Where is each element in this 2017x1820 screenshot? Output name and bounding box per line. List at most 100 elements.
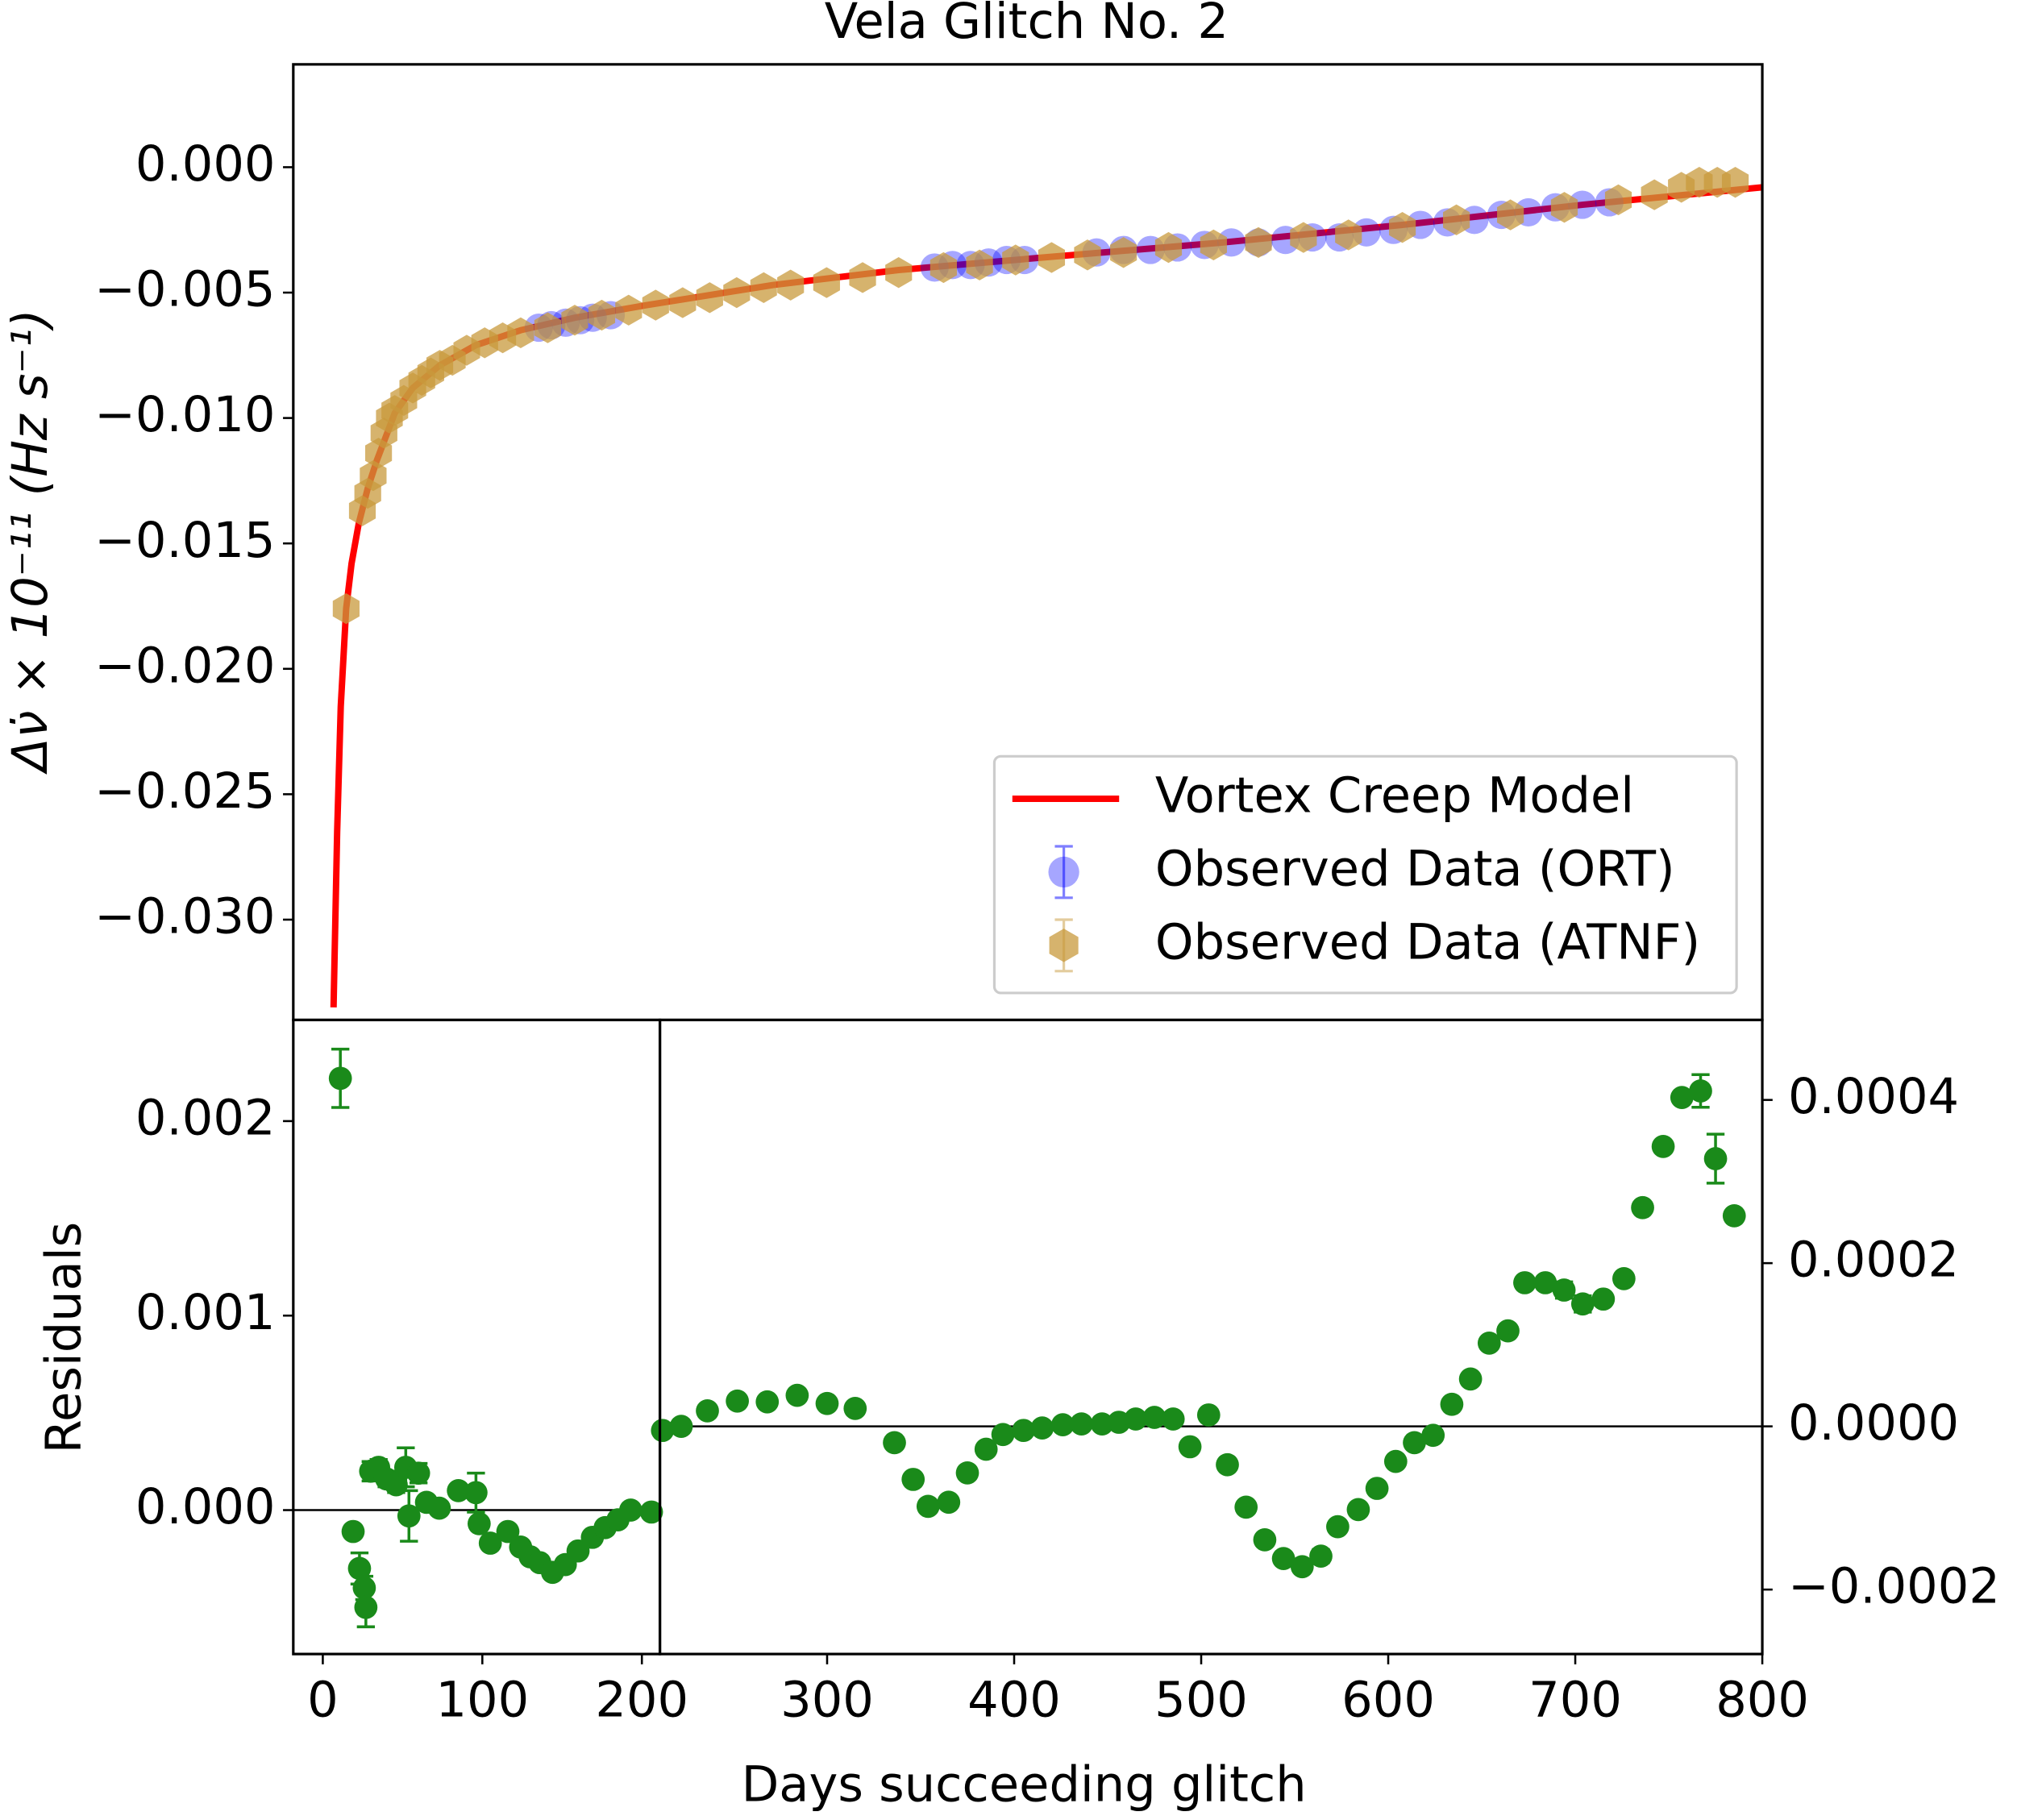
data-point xyxy=(1440,1392,1464,1416)
y2-tick-label: −0.0002 xyxy=(1788,1559,2000,1615)
data-point xyxy=(1196,1403,1221,1427)
data-point xyxy=(1513,1271,1537,1294)
data-point xyxy=(566,1539,590,1563)
data-point xyxy=(1124,1407,1148,1431)
data-point xyxy=(777,269,805,301)
data-point xyxy=(1550,192,1578,223)
data-point xyxy=(447,1479,470,1502)
y-axis-label: Residuals xyxy=(36,1222,93,1454)
data-point xyxy=(1722,1204,1746,1228)
data-point xyxy=(901,1468,925,1491)
data-point xyxy=(1570,1292,1595,1316)
data-point xyxy=(1200,229,1227,261)
data-point xyxy=(618,1498,643,1522)
data-point xyxy=(1612,1267,1636,1290)
legend-error-bar xyxy=(1054,845,1073,900)
data-point xyxy=(750,272,777,304)
data-point xyxy=(815,1391,839,1415)
axes-frame xyxy=(658,1018,1764,1656)
x-axis-label: Days succeeding glitch xyxy=(742,1757,1307,1814)
data-point xyxy=(354,1595,378,1619)
data-point xyxy=(1421,1423,1445,1448)
data-point xyxy=(464,1481,488,1505)
data-point xyxy=(615,294,643,326)
data-point xyxy=(966,249,993,280)
data-point xyxy=(1253,1527,1277,1552)
y-tick-label: −0.030 xyxy=(94,889,275,945)
data-point xyxy=(1641,179,1668,210)
data-point xyxy=(1002,244,1029,276)
data-point xyxy=(1038,242,1066,273)
legend-swatch xyxy=(1049,929,1079,962)
data-point xyxy=(696,282,723,314)
x-tick-label: 600 xyxy=(1341,1672,1435,1728)
data-point xyxy=(1090,1412,1114,1436)
data-point xyxy=(974,1437,998,1461)
data-point xyxy=(669,287,697,318)
data-point xyxy=(496,1519,520,1544)
data-point xyxy=(1651,1134,1675,1158)
data-point xyxy=(347,1556,372,1581)
data-point xyxy=(534,312,562,343)
axes-frame xyxy=(292,1018,662,1656)
data-point xyxy=(955,1461,979,1485)
data-point xyxy=(1496,1319,1520,1343)
data-point xyxy=(1290,222,1317,253)
data-point xyxy=(642,289,669,321)
data-point xyxy=(849,262,876,293)
data-point xyxy=(332,592,360,625)
data-point xyxy=(1477,1331,1501,1355)
data-point xyxy=(916,1494,940,1519)
y2-tick-label: 0.0004 xyxy=(1788,1069,1959,1125)
x-tick-label: 0 xyxy=(307,1672,339,1728)
data-point xyxy=(1383,1449,1408,1473)
data-point xyxy=(1458,1367,1483,1391)
data-point xyxy=(723,276,751,309)
data-point xyxy=(1012,1419,1035,1443)
data-point xyxy=(755,1390,780,1414)
data-point xyxy=(1552,1278,1576,1302)
data-point xyxy=(478,1531,502,1555)
data-point xyxy=(1670,1086,1694,1109)
chart-title: Vela Glitch No. 2 xyxy=(825,0,1229,50)
data-point xyxy=(427,1496,451,1520)
data-point xyxy=(1070,1412,1093,1436)
data-point xyxy=(1346,1498,1370,1522)
data-point xyxy=(1365,1477,1389,1500)
data-point xyxy=(1161,1407,1185,1431)
data-point xyxy=(1443,204,1470,235)
data-point xyxy=(1245,226,1272,258)
data-point xyxy=(785,1383,809,1407)
data-point xyxy=(1497,199,1524,231)
data-point xyxy=(1030,1416,1054,1440)
y-tick-label: −0.020 xyxy=(94,638,275,694)
data-point xyxy=(507,317,534,349)
data-point xyxy=(1309,1544,1333,1568)
y-tick-label: −0.005 xyxy=(94,262,275,318)
data-point xyxy=(991,1423,1015,1447)
data-point xyxy=(1050,1413,1075,1436)
data-point xyxy=(1271,1547,1295,1570)
y2-tick-label: 0.0002 xyxy=(1788,1232,1959,1289)
data-point xyxy=(1388,212,1416,243)
data-point xyxy=(813,267,840,298)
data-point xyxy=(937,1490,961,1515)
data-point xyxy=(1234,1495,1258,1519)
data-point xyxy=(1604,184,1632,216)
y-tick-label: −0.015 xyxy=(94,513,275,569)
x-tick-label: 700 xyxy=(1528,1672,1622,1728)
data-point xyxy=(360,459,387,492)
data-point xyxy=(1110,237,1137,268)
y-tick-label: 0.002 xyxy=(135,1091,276,1147)
data-point xyxy=(1703,1147,1728,1170)
data-point xyxy=(1533,1271,1557,1294)
data-point xyxy=(328,1066,352,1091)
legend-box xyxy=(992,754,1738,995)
y-tick-label: 0.000 xyxy=(135,1479,276,1535)
x-tick-label: 500 xyxy=(1154,1672,1248,1728)
legend-label: Vortex Creep Model xyxy=(1155,768,1634,825)
x-tick-label: 400 xyxy=(967,1672,1061,1728)
data-point xyxy=(843,1396,867,1420)
